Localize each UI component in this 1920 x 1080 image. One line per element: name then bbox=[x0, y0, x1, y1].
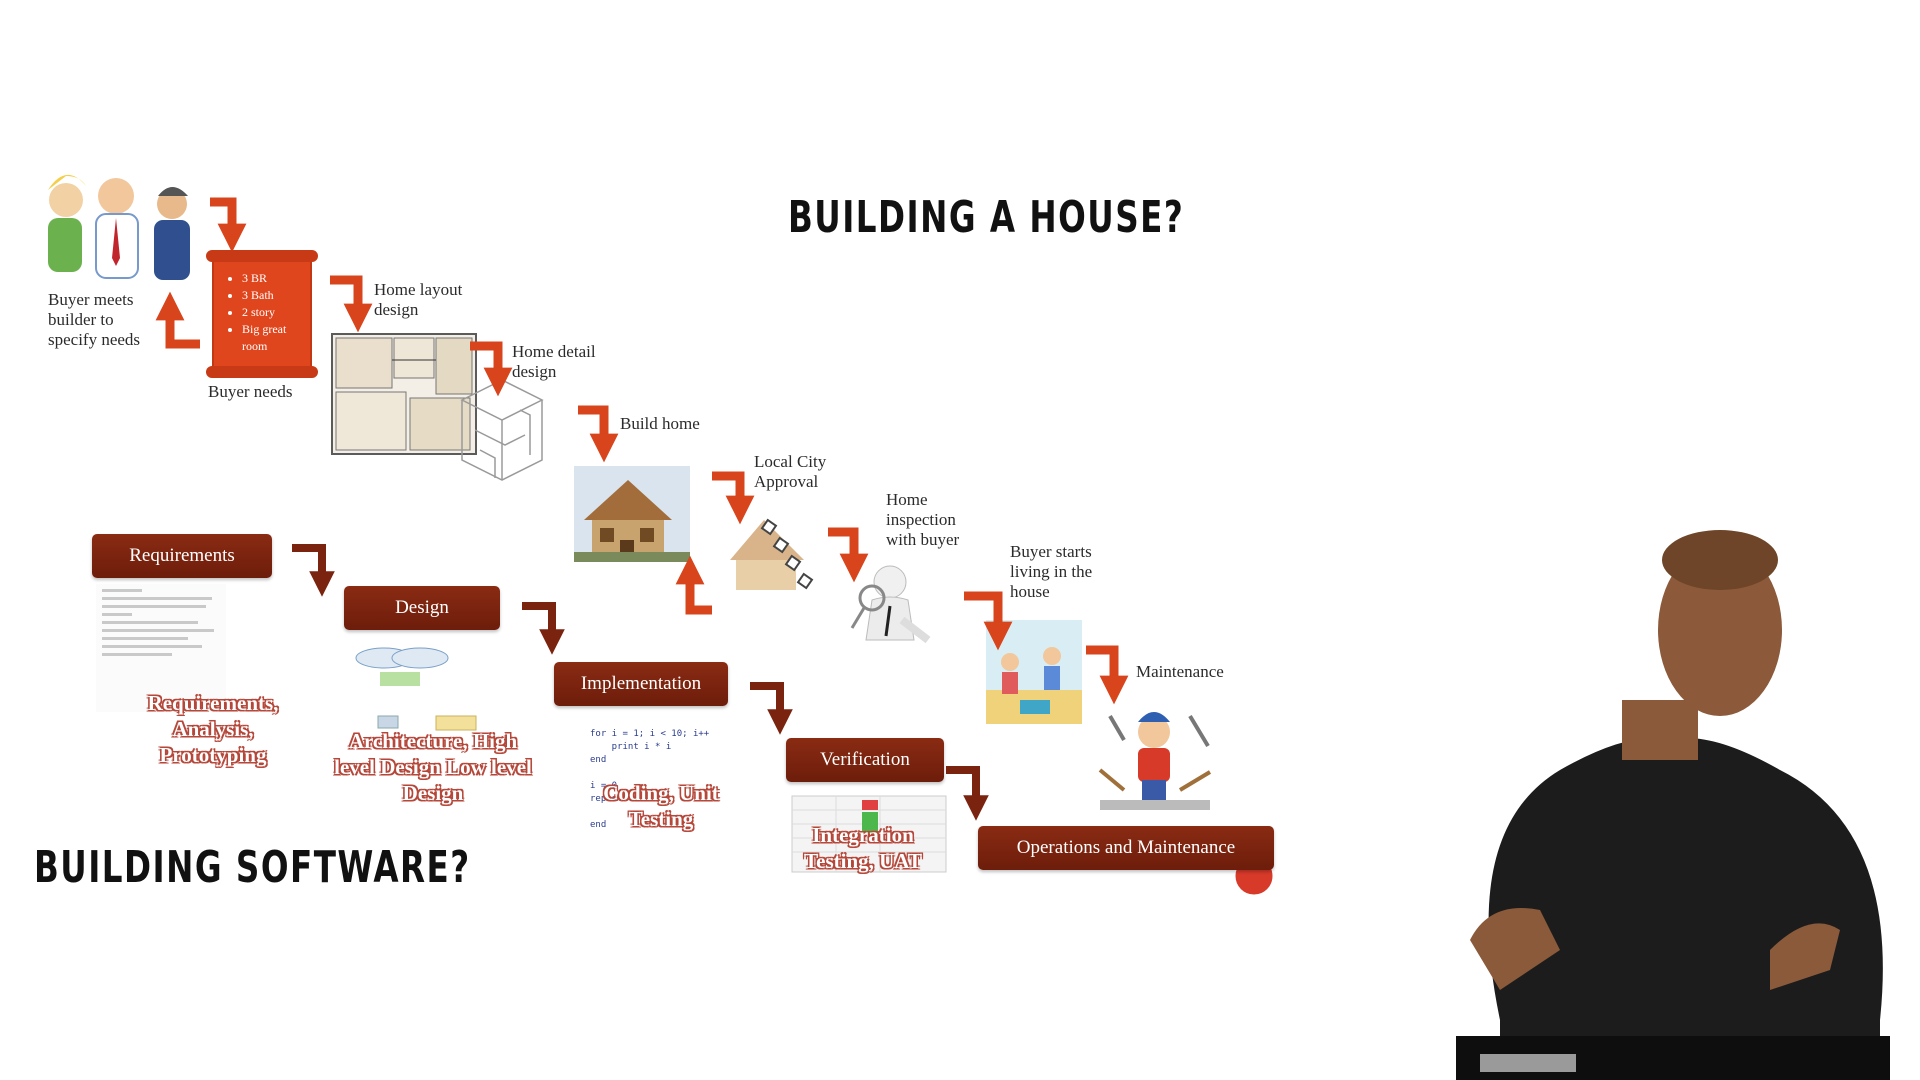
software-title: BUILDING SOFTWARE? bbox=[34, 842, 471, 893]
caption-city-approval: Local City Approval bbox=[754, 452, 827, 491]
activity-requirements: Requirements, Analysis, Prototyping bbox=[147, 691, 279, 767]
presenter-video bbox=[1456, 530, 1890, 1080]
code-line: end bbox=[590, 755, 607, 765]
house-construction-icon bbox=[574, 466, 690, 562]
stage-verification: Verification bbox=[786, 738, 944, 782]
people-meeting-icon bbox=[48, 174, 190, 280]
needs-item: Big great room bbox=[242, 321, 312, 355]
test-table-icon bbox=[791, 795, 947, 873]
code-line: print i * i bbox=[590, 742, 672, 752]
architecture-diagram-icon bbox=[355, 647, 477, 731]
caption-buyer-meets: Buyer meets builder to specify needs bbox=[48, 290, 141, 349]
caption-maintenance: Maintenance bbox=[1136, 662, 1224, 681]
code-line: end bbox=[590, 820, 607, 830]
house-title: BUILDING A HOUSE? bbox=[788, 192, 1185, 243]
code-snippet: for i = 1; i < 10; i++ print i * i end i… bbox=[590, 728, 709, 832]
code-line: repeat bbox=[590, 794, 623, 804]
stage-operations-maintenance: Operations and Maintenance bbox=[978, 826, 1274, 870]
needs-item: 3 Bath bbox=[242, 287, 312, 304]
caption-home-layout: Home layout design bbox=[374, 280, 463, 319]
inspector-icon bbox=[850, 565, 931, 644]
needs-item: 3 BR bbox=[242, 270, 312, 287]
stage-requirements: Requirements bbox=[92, 534, 272, 578]
checklist-icon bbox=[730, 518, 814, 590]
floor-plan-icon bbox=[331, 333, 477, 455]
activity-design: Architecture, High level Design Low leve… bbox=[334, 729, 532, 805]
family-living-icon bbox=[986, 620, 1082, 724]
buyer-needs-scroll: 3 BR 3 Bath 2 story Big great room bbox=[206, 250, 318, 378]
activity-implementation: Coding, Unit Testing bbox=[603, 781, 719, 831]
handyman-icon bbox=[1098, 712, 1212, 810]
plumbing-sketch-icon bbox=[460, 379, 544, 481]
needs-list: 3 BR 3 Bath 2 story Big great room bbox=[212, 270, 312, 355]
stage-design: Design bbox=[344, 586, 500, 630]
caption-home-inspection: Home inspection with buyer bbox=[886, 490, 960, 549]
caption-home-detail: Home detail design bbox=[512, 342, 596, 381]
caption-buyer-living: Buyer starts living in the house bbox=[1010, 542, 1093, 601]
caption-build-home: Build home bbox=[620, 414, 700, 433]
code-line: for i = 1; i < 10; i++ bbox=[590, 729, 710, 739]
stage-implementation: Implementation bbox=[554, 662, 728, 706]
caption-buyer-needs: Buyer needs bbox=[208, 382, 293, 401]
requirements-doc-thumbnail bbox=[96, 584, 226, 712]
activity-verification: Integration Testing, UAT bbox=[804, 823, 922, 873]
code-line: i = 0 bbox=[590, 781, 618, 791]
needs-item: 2 story bbox=[242, 304, 312, 321]
